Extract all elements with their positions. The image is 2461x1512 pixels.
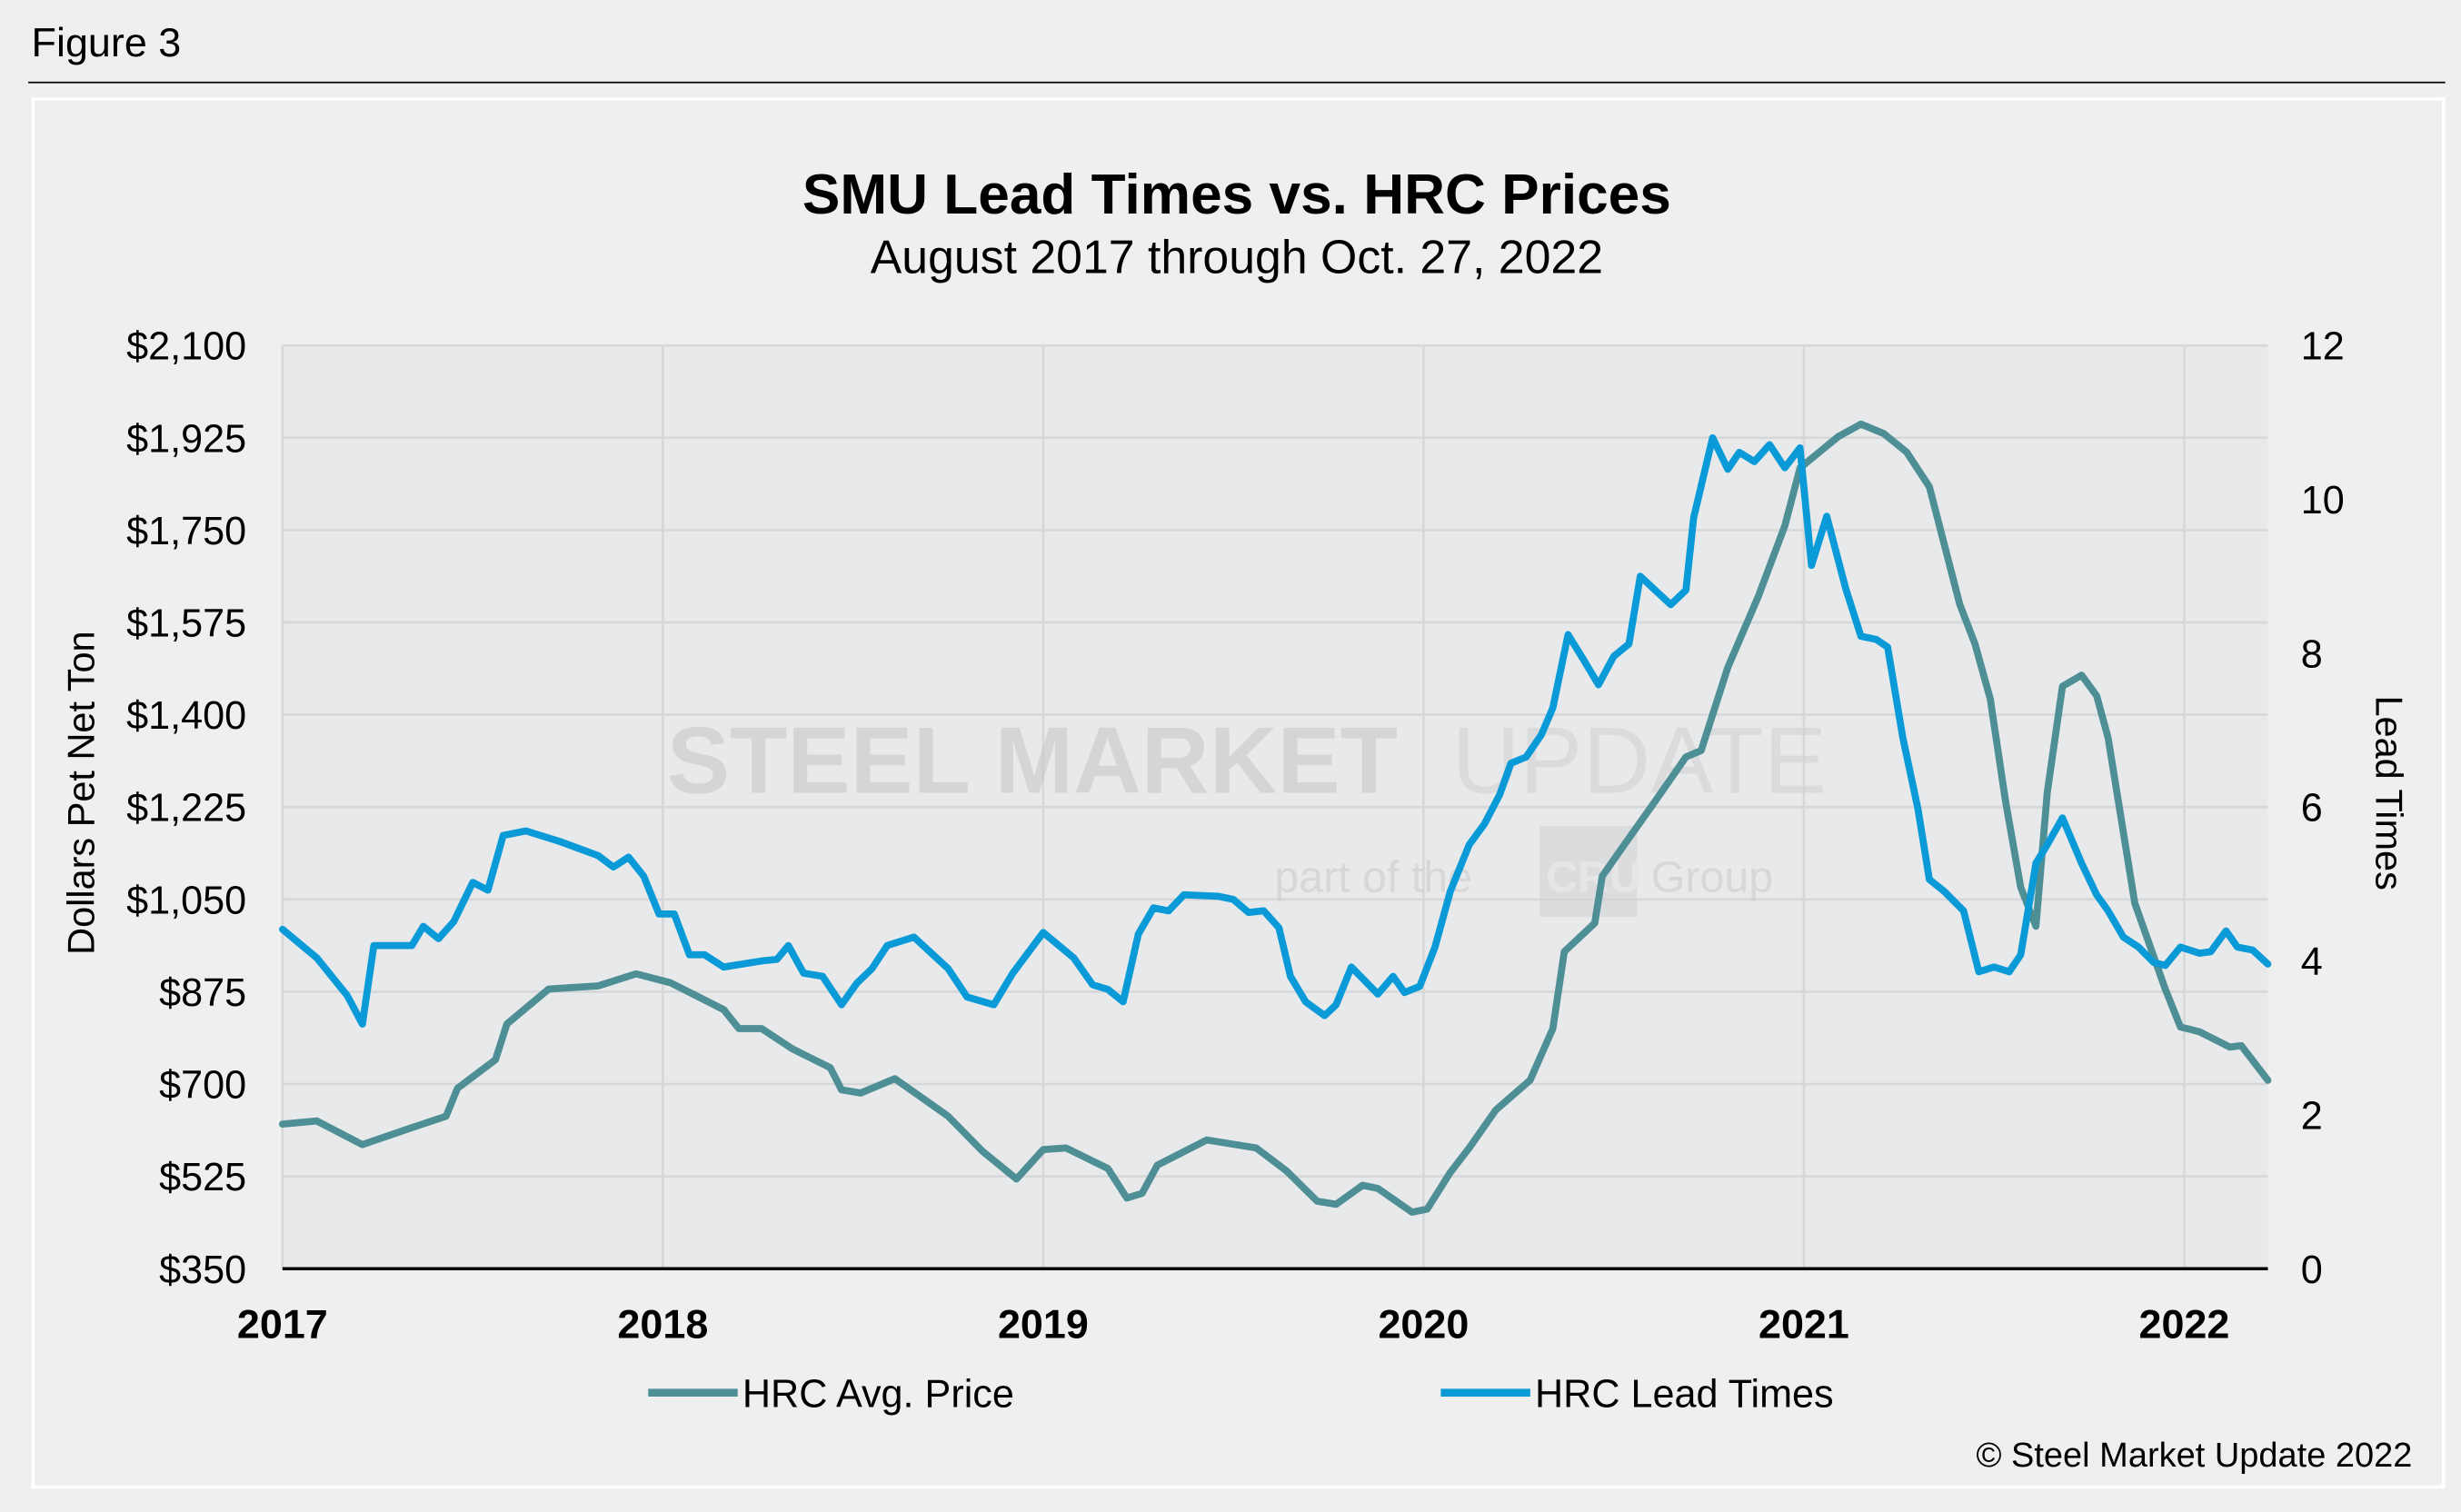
y-tick-label: $875 — [159, 971, 246, 1015]
figure-divider — [28, 81, 2446, 84]
x-tick-label: 2020 — [1378, 1300, 1469, 1347]
x-tick-label: 2022 — [2139, 1300, 2230, 1347]
y2-tick-label: 2 — [2301, 1094, 2323, 1138]
series-line-hrc-avg-price — [278, 420, 2272, 1216]
chart-panel — [31, 97, 2446, 1489]
y-axis-ticks: $350 $525 $700 $875 $1,050 $1,225 $1,400 $1,575… — [126, 325, 246, 1292]
series-line-hrc-lead-times — [278, 433, 2272, 1028]
x-axis-ticks: 2017 2018 2019 2020 2021 2022 — [237, 1300, 2229, 1347]
y-tick-label: $1,575 — [126, 602, 246, 646]
watermark-cru: CRU — [1546, 852, 1641, 901]
watermark-part-of: part of the — [1274, 852, 1472, 901]
y-tick-label: $1,050 — [126, 879, 246, 922]
y2-tick-label: 12 — [2301, 325, 2345, 369]
y2-axis-ticks: 0 2 4 6 8 10 12 — [2301, 325, 2345, 1292]
y-tick-label: $1,400 — [126, 694, 246, 738]
y-tick-label: $1,925 — [126, 417, 246, 461]
y2-tick-label: 8 — [2301, 632, 2323, 676]
y2-axis-label: Lead Times — [2368, 695, 2411, 890]
copyright-note: © Steel Market Update 2022 — [1976, 1437, 2412, 1475]
x-tick-label: 2018 — [617, 1300, 708, 1347]
watermark-logo: STEEL MARKET UPDATE part of the CRU Grou… — [667, 593, 1827, 918]
y2-tick-label: 10 — [2301, 479, 2345, 522]
watermark-update: UPDATE — [1451, 708, 1827, 813]
watermark-group: Group — [1651, 852, 1773, 901]
legend-label-lead: HRC Lead Times — [1535, 1372, 1834, 1416]
y-tick-label: $1,750 — [126, 510, 246, 553]
figure-label: Figure 3 — [31, 18, 182, 66]
chart-subtitle: August 2017 through Oct. 27, 2022 — [871, 231, 1603, 284]
series-layer — [278, 420, 2272, 1216]
y2-tick-label: 6 — [2301, 787, 2323, 831]
y-tick-label: $700 — [159, 1064, 246, 1108]
watermark-steel-market: STEEL MARKET — [667, 708, 1398, 813]
y-tick-label: $2,100 — [126, 325, 246, 369]
y-tick-label: $350 — [159, 1248, 246, 1292]
y-tick-label: $525 — [159, 1156, 246, 1199]
chart-title: SMU Lead Times vs. HRC Prices — [802, 164, 1671, 226]
gridlines — [281, 343, 2268, 1269]
x-tick-label: 2021 — [1759, 1300, 1849, 1347]
x-tick-label: 2019 — [998, 1300, 1089, 1347]
y2-tick-label: 0 — [2301, 1248, 2323, 1292]
legend: HRC Avg. Price HRC Lead Times — [648, 1372, 1834, 1416]
y-axis-label: Dollars Pet Net Ton — [60, 631, 103, 954]
legend-label-price: HRC Avg. Price — [742, 1372, 1014, 1416]
watermark-cru-box — [1539, 825, 1638, 918]
x-tick-label: 2017 — [237, 1300, 328, 1347]
y-tick-label: $1,225 — [126, 787, 246, 831]
y2-tick-label: 4 — [2301, 940, 2323, 984]
